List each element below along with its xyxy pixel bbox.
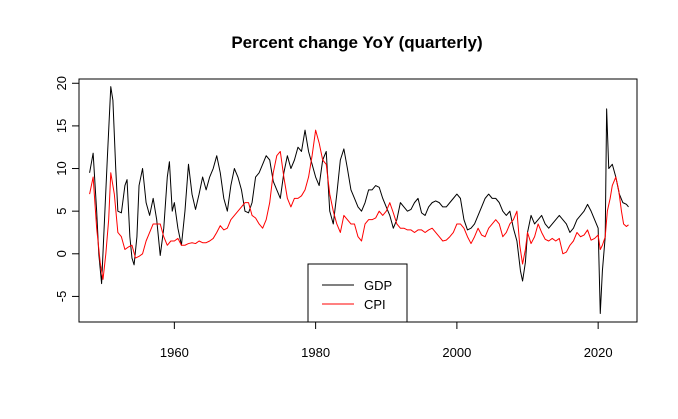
- y-tick-label: 5: [54, 208, 69, 215]
- x-tick-label: 1960: [160, 345, 189, 360]
- y-axis: -5 0 5 10 15 20: [54, 76, 79, 302]
- x-tick-label: 2000: [442, 345, 471, 360]
- x-tick-label: 1980: [301, 345, 330, 360]
- legend-label-gdp: GDP: [364, 278, 392, 293]
- chart-title: Percent change YoY (quarterly): [231, 33, 482, 52]
- legend-label-cpi: CPI: [364, 297, 386, 312]
- legend-box: [307, 263, 408, 323]
- x-tick-label: 2020: [584, 345, 613, 360]
- x-axis: 1960 1980 2000 2020: [160, 322, 613, 360]
- y-tick-label: 20: [54, 76, 69, 90]
- series-line-gdp: [89, 86, 629, 314]
- series-line-cpi: [89, 129, 629, 280]
- y-tick-label: 10: [54, 161, 69, 175]
- y-tick-label: 15: [54, 119, 69, 133]
- series-layer: [89, 86, 629, 314]
- y-tick-label: 0: [54, 250, 69, 257]
- legend: GDP CPI: [307, 263, 408, 323]
- y-tick-label: -5: [54, 291, 69, 303]
